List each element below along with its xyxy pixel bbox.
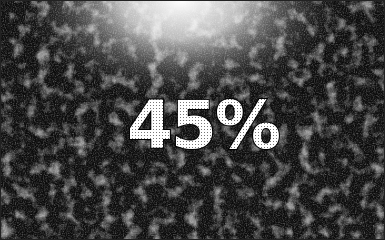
photo-card: 45% [0,0,387,242]
headline-percent: 45% [127,87,280,164]
